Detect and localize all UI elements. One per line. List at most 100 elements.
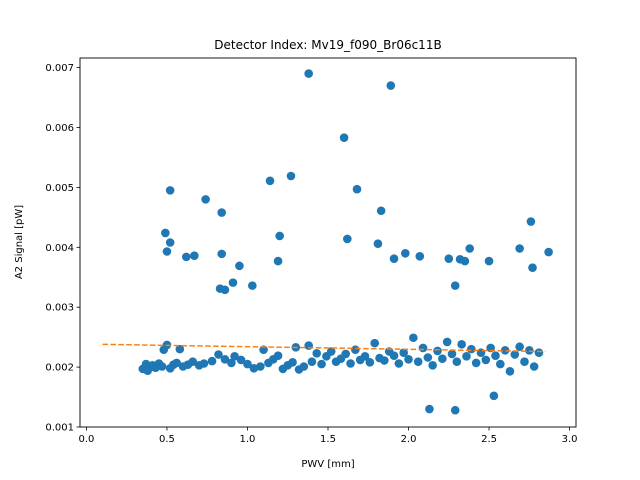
data-point <box>534 348 544 358</box>
data-point <box>273 351 283 361</box>
data-point <box>389 254 399 263</box>
data-point <box>304 341 313 350</box>
data-point <box>365 358 375 367</box>
data-point <box>386 81 396 90</box>
data-point <box>326 347 336 356</box>
data-point <box>317 359 326 369</box>
data-point <box>404 355 413 364</box>
data-point <box>438 354 447 364</box>
data-point <box>235 261 244 271</box>
data-point <box>450 405 460 415</box>
data-point <box>228 278 238 287</box>
data-point <box>339 133 349 142</box>
y-tick-label: 0.007 <box>45 63 74 74</box>
data-point <box>471 358 481 368</box>
data-point <box>465 244 475 253</box>
data-point <box>467 344 476 354</box>
data-point <box>399 348 408 358</box>
data-point <box>484 256 494 266</box>
data-point <box>312 349 322 358</box>
data-point <box>214 350 223 359</box>
data-point <box>452 357 462 367</box>
data-point <box>256 362 265 371</box>
plot-area <box>102 69 553 415</box>
data-point <box>275 231 284 241</box>
data-point <box>288 358 297 367</box>
data-point <box>376 206 386 216</box>
data-point <box>172 358 181 368</box>
data-point <box>525 346 534 355</box>
y-axis-label: A2 Signal [pW] <box>14 205 25 279</box>
data-point <box>491 351 500 361</box>
data-point <box>433 346 442 356</box>
x-tick-label: 0.5 <box>159 434 175 445</box>
data-point <box>230 352 239 361</box>
data-point <box>401 248 410 258</box>
data-point <box>481 355 491 365</box>
data-point <box>413 357 423 367</box>
data-point <box>188 357 198 367</box>
data-point <box>460 256 470 266</box>
y-tick-label: 0.004 <box>45 243 74 254</box>
data-point <box>415 251 425 261</box>
data-point <box>352 184 362 194</box>
y-tick-label: 0.006 <box>45 123 74 134</box>
data-point <box>425 404 434 414</box>
x-tick-label: 2.5 <box>481 434 497 445</box>
data-point <box>496 359 505 369</box>
data-point <box>528 263 537 272</box>
data-point <box>515 244 524 253</box>
data-point <box>217 249 227 259</box>
data-point <box>217 208 227 217</box>
data-point <box>447 349 457 359</box>
data-point <box>273 256 283 266</box>
data-point <box>489 391 499 401</box>
x-tick-label: 1.5 <box>320 434 336 445</box>
data-point <box>341 349 351 359</box>
data-point <box>201 195 210 204</box>
data-point <box>370 338 380 348</box>
data-point <box>220 355 230 364</box>
data-point <box>380 356 389 365</box>
data-point <box>529 362 539 371</box>
x-tick-label: 3.0 <box>562 434 578 445</box>
data-point <box>544 247 553 257</box>
x-tick-label: 0.0 <box>78 434 94 445</box>
data-point <box>175 344 185 354</box>
data-point <box>236 355 246 365</box>
data-point <box>248 281 257 290</box>
y-tick-label: 0.002 <box>45 363 74 374</box>
data-point <box>207 356 217 366</box>
data-point <box>162 247 172 256</box>
data-point <box>505 366 515 376</box>
data-point <box>265 176 275 186</box>
data-point <box>307 357 317 367</box>
data-point <box>161 228 170 238</box>
y-tick-label: 0.005 <box>45 183 74 194</box>
data-point <box>304 69 313 78</box>
data-point <box>351 345 360 355</box>
data-point <box>457 340 466 349</box>
data-point <box>500 346 510 355</box>
y-tick-label: 0.001 <box>45 423 74 434</box>
data-point <box>286 171 296 181</box>
data-point <box>199 359 209 368</box>
data-point <box>526 217 536 226</box>
data-point <box>409 333 418 343</box>
data-point <box>343 234 352 244</box>
data-point <box>360 352 370 361</box>
data-point <box>423 353 433 362</box>
x-axis: 0.0 0.5 1.0 1.5 2.0 2.5 3.0 <box>78 427 578 445</box>
chart-title: Detector Index: Mv19_f090_Br06c11B <box>214 38 441 52</box>
data-point <box>190 251 199 260</box>
data-point <box>181 252 191 262</box>
data-point <box>157 362 167 371</box>
x-tick-label: 1.0 <box>240 434 256 445</box>
data-point <box>227 358 236 368</box>
data-point <box>373 239 383 248</box>
data-point <box>346 359 355 368</box>
data-point <box>165 238 175 247</box>
y-tick-label: 0.003 <box>45 303 74 314</box>
x-tick-label: 2.0 <box>401 434 417 445</box>
